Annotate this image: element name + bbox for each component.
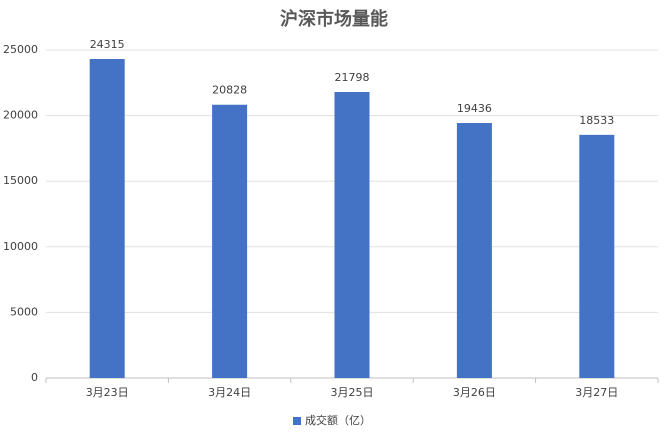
bar (579, 134, 615, 378)
data-label: 21798 (335, 71, 370, 84)
chart-title: 沪深市场量能 (280, 8, 388, 30)
legend-label: 成交额（亿） (305, 413, 371, 427)
bar (334, 92, 370, 378)
x-tick-label: 3月26日 (453, 386, 496, 399)
x-tick-label: 3月23日 (86, 386, 129, 399)
bar (456, 122, 492, 378)
data-label: 19436 (457, 102, 492, 115)
data-label: 18533 (579, 114, 614, 127)
data-label: 24315 (90, 38, 125, 51)
x-tick-label: 3月27日 (575, 386, 618, 399)
legend-swatch (293, 417, 301, 425)
x-tick-label: 3月25日 (331, 386, 374, 399)
y-tick-label: 20000 (3, 109, 38, 122)
bar (89, 58, 125, 378)
data-label: 20828 (212, 84, 247, 97)
y-tick-label: 0 (31, 371, 38, 384)
y-tick-label: 5000 (10, 305, 38, 318)
y-tick-label: 10000 (3, 240, 38, 253)
bar (212, 104, 248, 379)
y-tick-label: 25000 (3, 43, 38, 56)
x-tick-label: 3月24日 (208, 386, 251, 399)
y-tick-label: 15000 (3, 174, 38, 187)
